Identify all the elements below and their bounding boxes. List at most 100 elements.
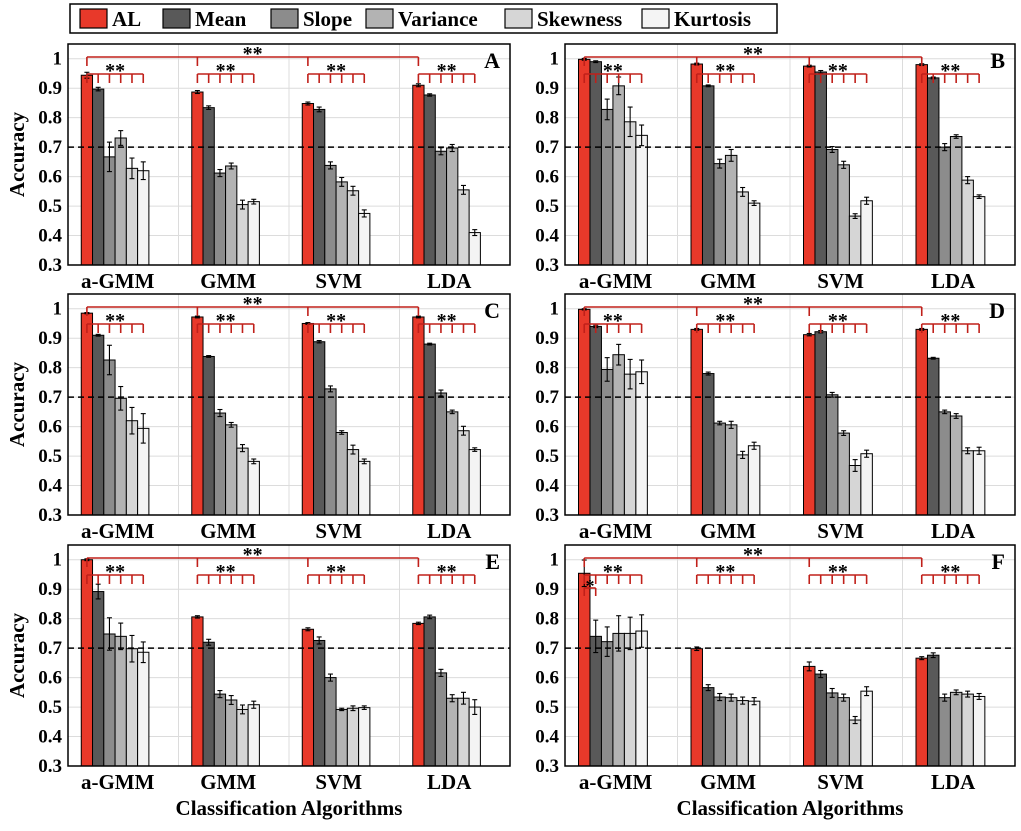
legend-swatch [504, 8, 533, 29]
error-bar [616, 615, 622, 652]
error-bar [129, 157, 135, 180]
panel-e: 0.3 0.4 0.5 0.6 0.7 0.8 0.9 1 ** ** ** ** ** Ea-GMM GM… [5, 544, 511, 820]
bar-mean-svm [814, 673, 827, 767]
error-bar [95, 333, 101, 337]
legend-swatch [79, 8, 108, 29]
bar-al-lda [412, 84, 425, 266]
error-bar [919, 656, 925, 661]
error-bar [627, 358, 633, 390]
error-bar [864, 686, 870, 697]
significance-label: ** [105, 310, 125, 332]
bar-mean-a-gmm [92, 88, 105, 266]
bar-skewness-lda [961, 450, 974, 516]
significance-label: ** [105, 60, 125, 82]
error-bar [942, 693, 948, 702]
error-bar [864, 196, 870, 205]
bar-variance-svm [335, 431, 348, 516]
error-bar [350, 444, 356, 455]
significance-label: ** [715, 561, 735, 583]
x-category-label: SVM [817, 519, 864, 543]
bar-variance-gmm [724, 424, 738, 516]
error-bar [438, 668, 444, 677]
error-bar [604, 98, 610, 121]
error-bar [841, 160, 847, 169]
error-bar [639, 614, 645, 648]
y-tick-label: 0.5 [38, 697, 62, 718]
bar-variance-a-gmm [114, 635, 127, 767]
legend: AL Mean Slope Variance Skewness Kurtosis [69, 3, 778, 34]
bar-slope-lda [938, 146, 951, 266]
significance-label: ** [216, 310, 236, 332]
legend-item-kurtosis: Kurtosis [641, 7, 751, 31]
bar-skewness-svm [346, 190, 360, 266]
significance-label: ** [243, 43, 263, 65]
significance-bracket-group [196, 323, 255, 333]
bar-kurtosis-gmm [247, 460, 260, 516]
error-bar [717, 692, 723, 702]
error-bar [639, 124, 645, 147]
bar-mean-a-gmm [589, 635, 602, 767]
bar-kurtosis-svm [358, 707, 371, 767]
y-tick-label: 0.3 [535, 255, 559, 276]
bar-slope-gmm [213, 693, 227, 767]
bar-mean-gmm [202, 107, 215, 266]
panel-b: 0.3 0.4 0.5 0.6 0.7 0.8 0.9 1 ** ** ** ** ** Ba-GMM GM… [535, 43, 1016, 293]
y-tick-label: 1 [53, 49, 63, 70]
y-tick-label: 0.8 [535, 609, 559, 630]
x-category-label: SVM [315, 770, 362, 794]
y-tick-label: 0.3 [535, 756, 559, 777]
y-tick-label: 0.8 [38, 609, 62, 630]
bar-slope-gmm [213, 172, 227, 266]
bar-skewness-gmm [736, 191, 749, 266]
bar-slope-lda [434, 672, 448, 767]
significance-label: ** [603, 561, 623, 583]
bar-al-gmm [690, 328, 703, 516]
plot-frame [564, 43, 1016, 266]
error-bar [705, 371, 711, 376]
error-bar [129, 406, 135, 435]
significance-label: ** [743, 293, 763, 315]
error-bar [140, 641, 146, 664]
error-bar [194, 90, 200, 95]
bar-al-a-gmm [80, 312, 94, 516]
bar-variance-lda [949, 415, 963, 516]
significance-label: ** [828, 60, 848, 82]
bar-al-svm [803, 665, 816, 767]
error-bar [740, 186, 746, 197]
x-category-label: SVM [817, 770, 864, 794]
bar-mean-gmm [701, 373, 715, 516]
error-bar [140, 161, 146, 181]
significance-label: ** [743, 544, 763, 566]
bar-mean-lda [423, 343, 436, 516]
bar-al-lda [915, 657, 928, 767]
significance-bracket-group [920, 574, 980, 584]
y-tick-label: 0.5 [535, 446, 559, 467]
error-bar [728, 148, 734, 162]
bar-skewness-svm [848, 464, 862, 516]
y-tick-label: 0.4 [38, 476, 62, 497]
bar-slope-a-gmm [600, 368, 614, 516]
error-bar [438, 389, 444, 397]
error-bar [140, 413, 146, 444]
significance-label: ** [326, 310, 346, 332]
bar-skewness-a-gmm [125, 648, 139, 767]
error-bar [415, 83, 421, 88]
y-tick-label: 0.5 [535, 196, 559, 217]
plot-frame [564, 544, 1016, 767]
y-tick-label: 0.3 [38, 756, 62, 777]
plot-frame [67, 293, 511, 516]
bar-kurtosis-lda [972, 695, 986, 767]
error-bar [217, 408, 223, 418]
error-bar [327, 673, 333, 682]
bar-mean-a-gmm [589, 325, 602, 516]
x-category-label: a-GMM [579, 519, 653, 543]
error-bar [965, 447, 971, 455]
legend-item-variance: Variance [365, 7, 478, 31]
significance-bracket-group [417, 323, 476, 333]
bar-al-a-gmm [578, 58, 591, 266]
significance-label: ** [603, 60, 623, 82]
significance-label: ** [437, 60, 457, 82]
bar-variance-gmm [724, 697, 738, 767]
error-bar [627, 616, 633, 651]
bar-mean-lda [926, 77, 940, 266]
